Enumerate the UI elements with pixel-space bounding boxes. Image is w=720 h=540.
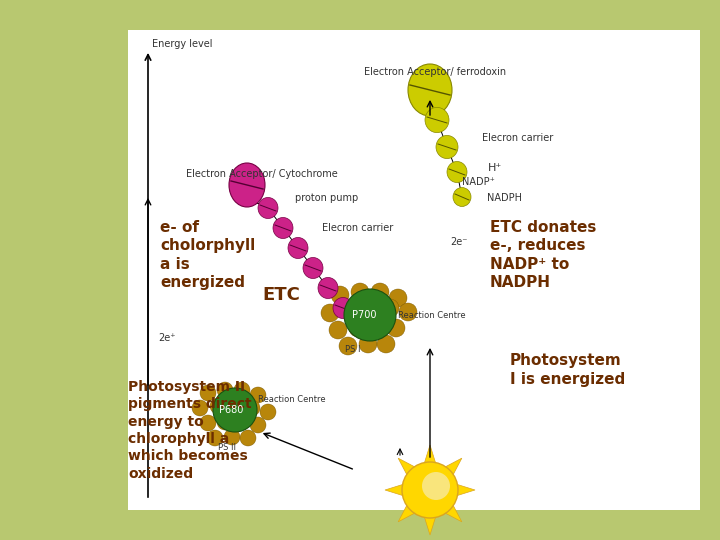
Text: PS I: PS I: [345, 346, 361, 354]
Text: 2e⁻: 2e⁻: [450, 237, 467, 247]
Ellipse shape: [453, 187, 471, 206]
Circle shape: [224, 429, 240, 445]
Circle shape: [344, 289, 396, 341]
Circle shape: [381, 299, 399, 317]
Circle shape: [227, 397, 243, 413]
Circle shape: [217, 414, 233, 430]
Ellipse shape: [318, 278, 338, 299]
Circle shape: [389, 289, 407, 307]
Circle shape: [359, 335, 377, 353]
Circle shape: [341, 301, 359, 319]
Circle shape: [213, 388, 257, 432]
Text: PS II: PS II: [218, 443, 236, 453]
Circle shape: [387, 319, 405, 337]
Text: 2e⁺: 2e⁺: [158, 333, 176, 343]
Circle shape: [371, 283, 389, 301]
Text: ETC donates
e-, reduces
NADP⁺ to
NADPH: ETC donates e-, reduces NADP⁺ to NADPH: [490, 220, 596, 291]
Text: ETC: ETC: [262, 286, 300, 304]
Polygon shape: [446, 505, 462, 522]
Ellipse shape: [408, 64, 452, 116]
Circle shape: [250, 417, 266, 433]
Ellipse shape: [333, 298, 353, 319]
Circle shape: [321, 304, 339, 322]
Circle shape: [369, 317, 387, 335]
Circle shape: [244, 400, 260, 416]
Ellipse shape: [425, 107, 449, 133]
Circle shape: [234, 414, 250, 430]
Text: Elecron carrier: Elecron carrier: [482, 133, 553, 143]
Circle shape: [250, 387, 266, 403]
Polygon shape: [457, 484, 475, 496]
Text: proton pump: proton pump: [295, 193, 359, 203]
Circle shape: [351, 283, 369, 301]
Ellipse shape: [436, 136, 458, 159]
Circle shape: [377, 335, 395, 353]
Circle shape: [217, 382, 233, 398]
Bar: [128, 30, 700, 510]
Circle shape: [210, 398, 226, 414]
Text: Photosystem
I is energized: Photosystem I is energized: [510, 353, 625, 387]
Text: Reaction Centre: Reaction Centre: [398, 310, 466, 320]
Text: Reaction Centre: Reaction Centre: [258, 395, 325, 404]
Circle shape: [399, 303, 417, 321]
Circle shape: [240, 430, 256, 446]
Circle shape: [192, 400, 208, 416]
Circle shape: [207, 430, 223, 446]
Ellipse shape: [447, 161, 467, 183]
Circle shape: [422, 472, 450, 500]
Text: NADP⁺: NADP⁺: [462, 177, 495, 187]
Polygon shape: [446, 458, 462, 475]
Text: e- of
cholorphyll
a is
energized: e- of cholorphyll a is energized: [160, 220, 256, 291]
Text: P680: P680: [219, 405, 243, 415]
Circle shape: [200, 415, 216, 431]
Text: Elecron carrier: Elecron carrier: [322, 223, 393, 233]
Polygon shape: [425, 445, 436, 463]
Circle shape: [260, 404, 276, 420]
Text: H⁺: H⁺: [488, 163, 503, 173]
Text: P700: P700: [352, 310, 377, 320]
Circle shape: [339, 337, 357, 355]
Polygon shape: [398, 505, 415, 522]
Circle shape: [331, 286, 349, 304]
Ellipse shape: [229, 163, 265, 207]
Ellipse shape: [258, 198, 278, 219]
Ellipse shape: [303, 258, 323, 279]
Circle shape: [329, 321, 347, 339]
Circle shape: [234, 382, 250, 398]
Circle shape: [361, 299, 379, 317]
Ellipse shape: [288, 238, 308, 259]
Text: Electron Acceptor/ ferrodoxin: Electron Acceptor/ ferrodoxin: [364, 67, 506, 77]
Polygon shape: [398, 458, 415, 475]
Text: Electron Acceptor/ Cytochrome: Electron Acceptor/ Cytochrome: [186, 169, 338, 179]
Circle shape: [402, 462, 458, 518]
Circle shape: [200, 385, 216, 401]
Polygon shape: [425, 517, 436, 535]
Text: Energy level: Energy level: [152, 39, 212, 49]
Ellipse shape: [273, 218, 293, 239]
Text: NADPH: NADPH: [487, 193, 522, 203]
Circle shape: [349, 319, 367, 337]
Text: Photosystem II
pigments direct
energy to
chlorophyll a
which becomes
oxidized: Photosystem II pigments direct energy to…: [128, 380, 251, 481]
Polygon shape: [385, 484, 402, 496]
